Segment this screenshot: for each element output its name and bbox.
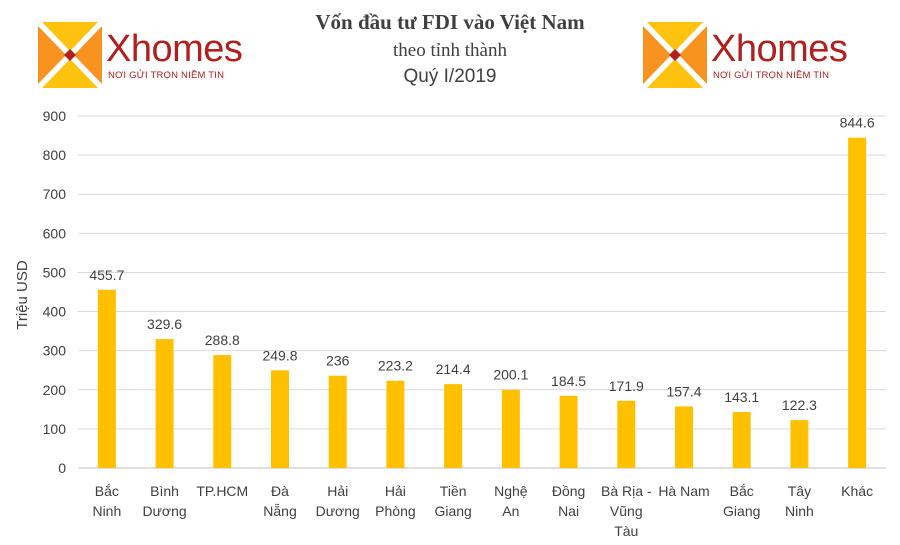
data-label: 122.3 [782, 397, 817, 413]
x-tick-label: Nghệ [494, 483, 528, 499]
data-label: 844.6 [840, 115, 875, 131]
x-tick-label: Ninh [92, 503, 121, 519]
bar [328, 375, 347, 468]
x-tick-label: Đà [271, 483, 289, 499]
data-label: 329.6 [147, 316, 182, 332]
x-tick-label: Dương [142, 503, 186, 519]
x-tick-label: Dương [316, 503, 360, 519]
y-tick-label: 300 [43, 343, 67, 359]
x-tick-label: Giang [434, 503, 471, 519]
y-tick-label: 600 [43, 225, 67, 241]
chart-subtitle: theo tỉnh thành [393, 40, 507, 61]
bar [155, 339, 174, 468]
y-tick-label: 900 [43, 108, 67, 124]
data-label: 249.8 [262, 347, 297, 363]
y-tick-label: 500 [43, 264, 67, 280]
bar [213, 355, 232, 468]
bar [732, 412, 751, 468]
bar [444, 384, 463, 468]
bar [501, 389, 520, 468]
x-tick-label: Phòng [375, 503, 415, 519]
data-label: 236 [326, 353, 350, 369]
x-tick-label: Giang [723, 503, 760, 519]
data-label: 223.2 [378, 358, 413, 374]
x-tick-label: Hà Nam [658, 483, 709, 499]
y-tick-label: 200 [43, 382, 67, 398]
x-tick-label: Vũng [610, 503, 643, 519]
x-tick-label: Tây [788, 483, 811, 499]
chart-period: Quý I/2019 [403, 66, 497, 87]
x-tick-label: Đồng [552, 483, 585, 499]
bar [271, 370, 289, 468]
x-tick-label: Ninh [785, 503, 814, 519]
logo-wordmark: Xhomes [711, 28, 848, 70]
data-label: 143.1 [724, 389, 759, 405]
y-tick-label: 0 [58, 460, 66, 476]
y-tick-label: 700 [43, 186, 67, 202]
data-label: 157.4 [666, 383, 701, 399]
y-axis-label: Triệu USD [14, 260, 31, 330]
x-tick-label: Bắc [95, 483, 119, 499]
xhomes-logo-left: Xhomes NƠI GỬI TRỌN NIỀM TIN [38, 20, 268, 90]
bar [617, 400, 636, 468]
logo-tagline: NƠI GỬI TRỌN NIỀM TIN [108, 70, 225, 81]
bar [790, 420, 809, 468]
xhomes-logo-right: Xhomes NƠI GỬI TRỌN NIỀM TIN [643, 20, 873, 90]
data-label: 184.5 [551, 373, 586, 389]
data-label: 214.4 [436, 361, 471, 377]
bar [675, 406, 693, 468]
bar [386, 380, 405, 468]
data-label: 171.9 [609, 378, 644, 394]
x-tick-label: Hải [327, 483, 348, 499]
data-label: 288.8 [205, 332, 240, 348]
bar [559, 395, 578, 468]
xhomes-mark-icon [38, 22, 102, 88]
x-tick-label: Bà Rịa - [601, 483, 652, 499]
y-tick-label: 800 [43, 147, 67, 163]
logo-tagline: NƠI GỬI TRỌN NIỀM TIN [713, 70, 830, 81]
x-tick-label: An [502, 503, 519, 519]
data-label: 200.1 [493, 367, 528, 383]
bar [848, 137, 867, 469]
x-tick-label: Tiền [440, 483, 467, 499]
x-tick-label: Hải [385, 483, 406, 499]
x-tick-label: Tàu [614, 523, 638, 539]
logo-wordmark: Xhomes [106, 28, 243, 70]
x-tick-label: Khác [841, 483, 873, 499]
y-tick-label: 100 [43, 421, 67, 437]
x-tick-label: TP.HCM [196, 483, 248, 499]
x-tick-label: Bắc [730, 483, 754, 499]
x-tick-label: Nẵng [263, 503, 296, 519]
data-label: 455.7 [89, 267, 124, 283]
x-tick-label: Bình [150, 483, 179, 499]
xhomes-mark-icon [643, 22, 707, 88]
chart-title: Vốn đầu tư FDI vào Việt Nam [315, 10, 585, 34]
bar [97, 289, 116, 468]
y-tick-label: 400 [43, 304, 67, 320]
x-tick-label: Nai [558, 503, 579, 519]
